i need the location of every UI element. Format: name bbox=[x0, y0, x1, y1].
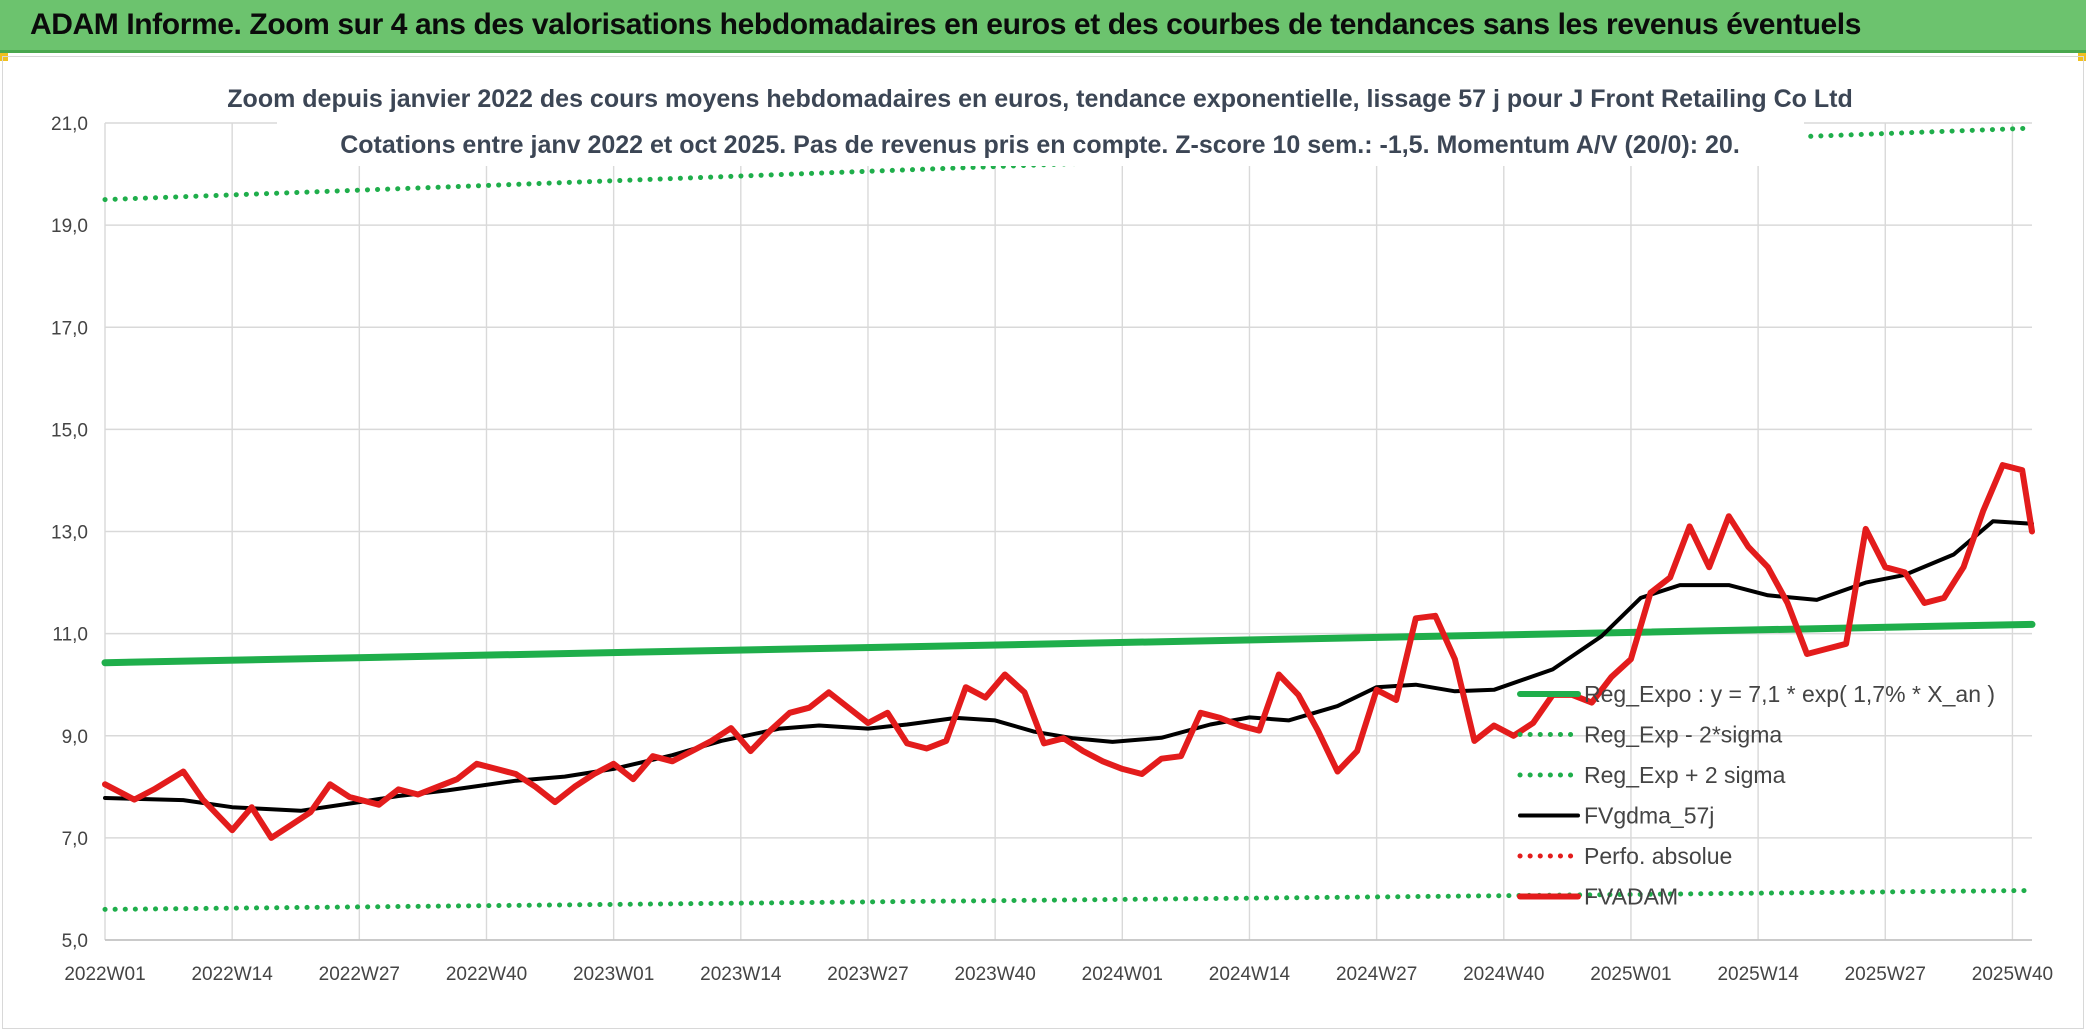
chart-title: Zoom depuis janvier 2022 des cours moyen… bbox=[227, 85, 1852, 113]
series-lines bbox=[101, 125, 2036, 912]
x-tick-label: 2023W14 bbox=[700, 964, 782, 985]
x-tick-label: 2022W01 bbox=[64, 964, 145, 985]
series-line-1 bbox=[102, 888, 2035, 912]
x-tick-label: 2022W40 bbox=[446, 964, 527, 985]
x-tick-label: 2025W14 bbox=[1717, 964, 1799, 985]
x-tick-label: 2022W14 bbox=[191, 964, 273, 985]
x-tick-label: 2023W40 bbox=[954, 964, 1035, 985]
y-tick-label: 15,0 bbox=[51, 420, 88, 441]
x-tick-label: 2025W27 bbox=[1845, 964, 1926, 985]
legend-label-3: FVgdma_57j bbox=[1584, 803, 1714, 829]
legend-label-5: FVADAM bbox=[1584, 884, 1678, 910]
report-banner: ADAM Informe. Zoom sur 4 ans des valoris… bbox=[0, 0, 2086, 53]
series-line-5 bbox=[102, 462, 2035, 841]
x-tick-label: 2023W27 bbox=[827, 964, 908, 985]
x-tick-label: 2025W40 bbox=[1972, 964, 2053, 985]
y-tick-label: 13,0 bbox=[51, 523, 88, 544]
corner-accent-right bbox=[2078, 53, 2086, 61]
grid-lines bbox=[104, 122, 2032, 941]
y-tick-label: 11,0 bbox=[52, 625, 88, 646]
y-tick-label: 5,0 bbox=[62, 931, 88, 952]
series-line-3 bbox=[103, 519, 2034, 813]
legend-label-2: Reg_Exp + 2 sigma bbox=[1584, 762, 1786, 788]
chart-frame bbox=[2, 56, 2084, 1029]
report-title: ADAM Informe. Zoom sur 4 ans des valoris… bbox=[30, 8, 1862, 41]
chart-subtitle: Cotations entre janv 2022 et oct 2025. P… bbox=[340, 131, 1740, 159]
x-tick-label: 2024W27 bbox=[1336, 964, 1417, 985]
legend-label-0: Reg_Expo : y = 7,1 * exp( 1,7% * X_an ) bbox=[1584, 681, 1995, 707]
axes: 5,0 7,0 9,0 11,0 13,0 15,0 17,0 19,0 21,0 2022W01… bbox=[51, 114, 2053, 985]
series-line-0 bbox=[101, 620, 2036, 667]
x-tick-label: 2024W01 bbox=[1082, 964, 1163, 985]
y-tick-label: 17,0 bbox=[51, 318, 88, 339]
y-tick-label: 19,0 bbox=[51, 216, 88, 237]
corner-accent-left bbox=[0, 53, 8, 61]
y-tick-label: 7,0 bbox=[62, 829, 88, 850]
x-tick-label: 2023W01 bbox=[573, 964, 654, 985]
chart-titles: Zoom depuis janvier 2022 des cours moyen… bbox=[227, 78, 1853, 166]
legend-label-4: Perfo. absolue bbox=[1584, 843, 1732, 869]
y-tick-label: 21,0 bbox=[51, 114, 88, 135]
legend: Reg_Expo : y = 7,1 * exp( 1,7% * X_an ) R… bbox=[1517, 681, 1995, 910]
x-tick-label: 2025W01 bbox=[1590, 964, 1671, 985]
x-tick-label: 2024W40 bbox=[1463, 964, 1544, 985]
y-tick-label: 9,0 bbox=[62, 727, 88, 748]
legend-label-1: Reg_Exp - 2*sigma bbox=[1584, 722, 1782, 748]
x-tick-label: 2024W14 bbox=[1209, 964, 1291, 985]
title-background bbox=[277, 78, 1804, 166]
x-tick-label: 2022W27 bbox=[319, 964, 400, 985]
